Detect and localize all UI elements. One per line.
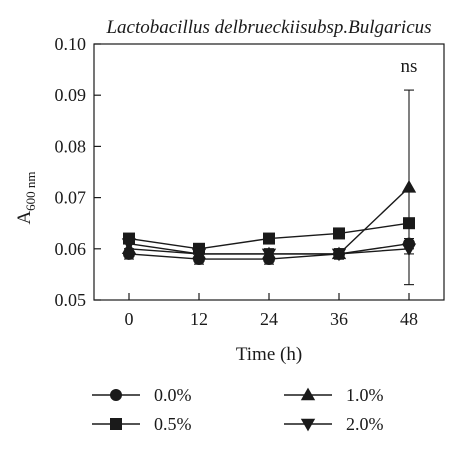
marker-triangle-down [191, 248, 207, 262]
x-axis-label: Time (h) [236, 344, 302, 365]
y-tick-label: 0.08 [55, 136, 87, 156]
annotation-ns: ns [401, 56, 418, 77]
marker-triangle-down [121, 238, 137, 252]
marker-triangle-down [261, 248, 277, 262]
y-axis-label: A600 nm [14, 171, 38, 224]
series-2.0% [121, 238, 417, 262]
x-tick-label: 24 [260, 309, 278, 329]
x-axis-ticks: 0 12 24 36 48 [125, 293, 418, 329]
marker-square [110, 418, 122, 430]
legend-item: 2.0% [284, 414, 384, 434]
annotation-layer: ns [401, 56, 418, 77]
marker-square [333, 227, 345, 240]
legend-label: 2.0% [346, 414, 384, 434]
legend-item: 1.0% [284, 385, 384, 405]
y-tick-label: 0.09 [55, 85, 87, 105]
chart-title: Lactobacillus delbrueckiisubsp.Bulgaricu… [105, 17, 431, 38]
x-tick-label: 0 [125, 309, 134, 329]
series-layer [121, 89, 417, 286]
marker-triangle-down [300, 418, 316, 432]
marker-triangle-down [331, 248, 347, 262]
legend-item: 0.5% [92, 414, 192, 434]
x-tick-label: 12 [190, 309, 208, 329]
marker-square [263, 232, 275, 245]
y-axis-label-subscript: 600 nm [23, 171, 38, 210]
legend-label: 1.0% [346, 385, 384, 405]
x-tick-label: 48 [400, 309, 418, 329]
marker-triangle-down [401, 243, 417, 257]
y-axis-label-main: A [14, 211, 35, 225]
marker-triangle-up [401, 180, 417, 193]
x-tick-label: 36 [330, 309, 348, 329]
marker-circle [110, 389, 122, 401]
y-tick-label: 0.10 [55, 34, 87, 54]
y-tick-label: 0.05 [55, 290, 87, 310]
y-tick-label: 0.07 [55, 188, 87, 208]
legend: 0.0% 0.5% 1.0% 2.0% [92, 385, 384, 434]
y-tick-label: 0.06 [55, 239, 87, 259]
marker-triangle-up [300, 387, 316, 401]
legend-item: 0.0% [92, 385, 192, 405]
y-axis-ticks: 0.05 0.06 0.07 0.08 0.09 0.10 [55, 34, 101, 310]
legend-label: 0.0% [154, 385, 192, 405]
legend-label: 0.5% [154, 414, 192, 434]
